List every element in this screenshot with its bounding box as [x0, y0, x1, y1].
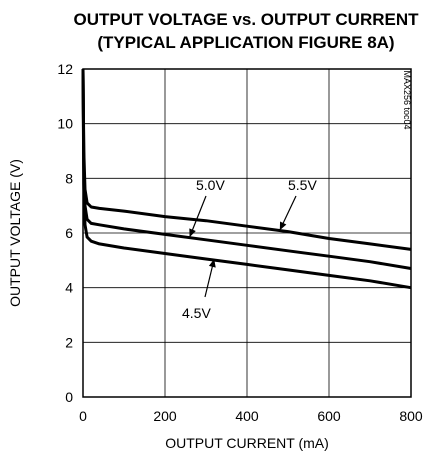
annotation-arrowhead	[189, 228, 196, 238]
x-tick-labels: 0 200 400 600 800	[79, 408, 423, 424]
y-tick-label: 8	[65, 170, 73, 186]
x-tick-label: 0	[79, 408, 87, 424]
annotation-arrowhead	[279, 221, 287, 231]
y-tick-label: 4	[65, 280, 73, 296]
figure-code: MAX256 toc04	[402, 70, 412, 129]
series-line	[81, 68, 412, 290]
annotation-label: 5.0V	[196, 177, 225, 193]
x-axis-label: OUTPUT CURRENT (mA)	[165, 435, 329, 451]
x-tick-label: 600	[317, 408, 341, 424]
y-tick-label: 6	[65, 225, 73, 241]
annotation-label: 4.5V	[182, 305, 211, 321]
annotation-label: 5.5V	[288, 177, 317, 193]
y-axis-label: OUTPUT VOLTAGE (V)	[7, 159, 23, 307]
y-tick-label: 12	[57, 61, 73, 77]
x-tick-label: 400	[235, 408, 259, 424]
y-tick-label: 10	[57, 116, 73, 132]
chart-title-line-1: OUTPUT VOLTAGE vs. OUTPUT CURRENT	[73, 10, 419, 29]
plot-frame	[82, 68, 412, 398]
annotation-arrowhead	[208, 258, 216, 268]
grid	[83, 69, 411, 397]
x-tick-label: 800	[399, 408, 423, 424]
y-tick-label: 2	[65, 334, 73, 350]
chart-title-line-2: (TYPICAL APPLICATION FIGURE 8A)	[97, 33, 394, 52]
annotations: 5.5V 5.0V 4.5V	[182, 177, 317, 321]
x-tick-label: 200	[153, 408, 177, 424]
y-tick-label: 0	[65, 389, 73, 405]
y-tick-labels: 0 2 4 6 8 10 12	[57, 61, 73, 405]
series-lines	[81, 68, 412, 290]
